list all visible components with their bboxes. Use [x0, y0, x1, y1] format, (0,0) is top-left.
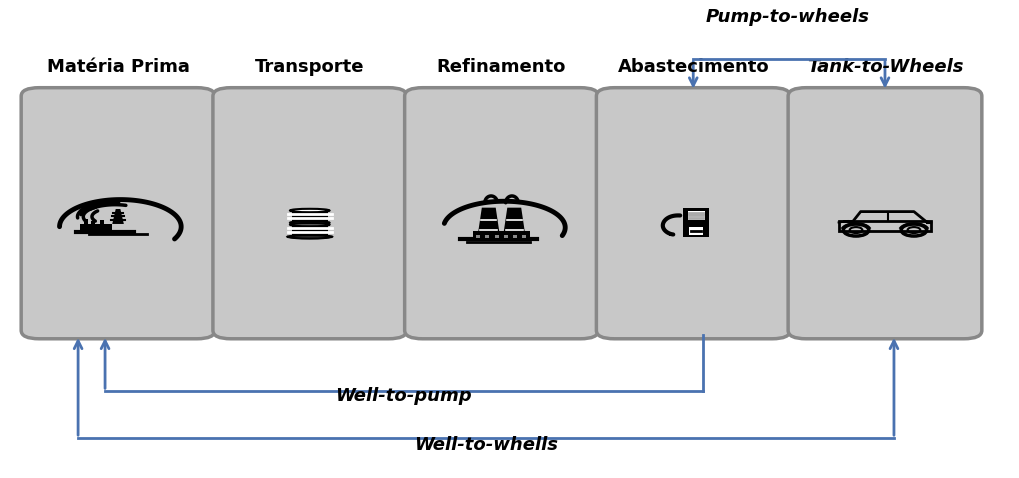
Text: Pump-to-wheels: Pump-to-wheels [706, 8, 870, 26]
Polygon shape [502, 207, 526, 239]
Bar [485, 235, 489, 238]
FancyBboxPatch shape [21, 87, 215, 339]
Text: Tank-to-Wheels: Tank-to-Wheels [807, 58, 963, 76]
Bar [689, 228, 703, 236]
Bar [494, 235, 498, 238]
FancyBboxPatch shape [788, 87, 982, 339]
Bar [291, 210, 328, 223]
Bar [503, 235, 507, 238]
Polygon shape [112, 209, 124, 224]
Polygon shape [81, 224, 112, 231]
Text: Well-to-whells: Well-to-whells [415, 435, 558, 454]
Text: Matéria Prima: Matéria Prima [47, 58, 190, 76]
Bar [688, 211, 704, 220]
Bar [473, 231, 531, 239]
Text: Transporte: Transporte [255, 58, 365, 76]
Polygon shape [477, 207, 500, 239]
Bar [523, 235, 527, 238]
Ellipse shape [287, 235, 332, 238]
Ellipse shape [290, 223, 329, 227]
Ellipse shape [290, 221, 329, 225]
Text: Well-to-pump: Well-to-pump [335, 387, 472, 405]
FancyBboxPatch shape [596, 87, 790, 339]
Text: Refinamento: Refinamento [437, 58, 567, 76]
Ellipse shape [290, 209, 329, 212]
Bar [291, 225, 328, 237]
Bar [476, 235, 480, 238]
FancyBboxPatch shape [213, 87, 407, 339]
Bar [92, 221, 96, 231]
Bar [683, 208, 709, 237]
Text: Abastecimento: Abastecimento [618, 58, 769, 76]
Bar [100, 220, 104, 231]
FancyBboxPatch shape [405, 87, 598, 339]
Ellipse shape [290, 235, 329, 239]
Bar [669, 233, 674, 236]
Bar [839, 221, 931, 230]
Bar [84, 219, 88, 231]
Bar [514, 235, 518, 238]
